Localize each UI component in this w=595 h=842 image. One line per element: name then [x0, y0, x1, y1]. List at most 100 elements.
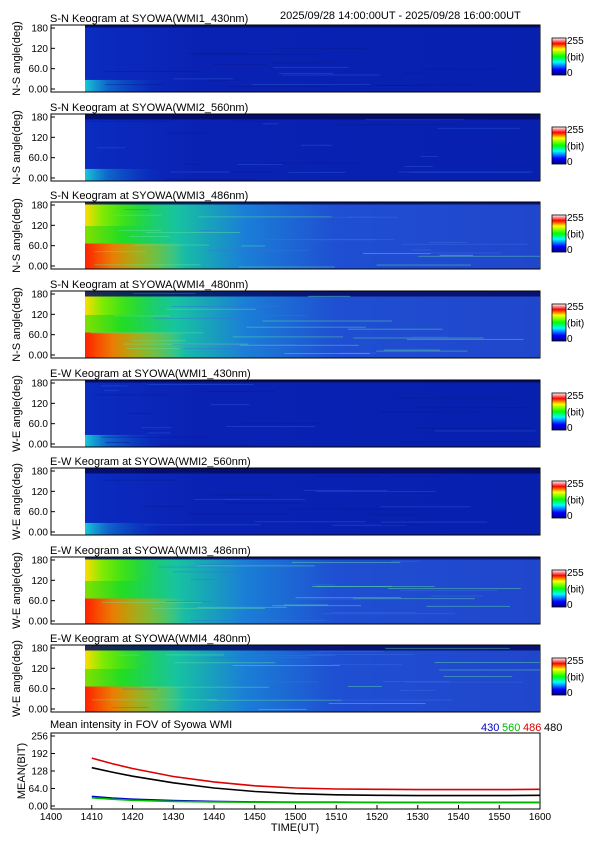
keogram-streak	[124, 209, 150, 210]
keogram-top-glow	[85, 557, 540, 581]
keogram-streak	[376, 350, 468, 352]
keogram-streak	[147, 384, 254, 385]
keogram-streak	[303, 489, 388, 491]
keogram-streak	[404, 166, 433, 167]
keogram-streak	[258, 708, 307, 710]
keogram-ytick-label: 180	[31, 379, 48, 390]
keogram-streak	[169, 472, 208, 474]
keogram-ytick-label: 180	[31, 556, 48, 567]
keogram-streak	[183, 348, 281, 349]
keogram-streak	[402, 243, 528, 245]
keogram-title: E-W Keogram at SYOWA(WMI4_480nm)	[50, 633, 251, 645]
keogram-streak	[104, 84, 164, 86]
keogram-streak	[241, 245, 266, 247]
keogram-streak	[202, 390, 276, 392]
keogram-streak	[288, 171, 346, 173]
keogram-streak	[418, 255, 540, 257]
keogram-streak	[233, 120, 267, 122]
keogram-streak	[117, 654, 140, 656]
keogram-streak	[85, 120, 175, 122]
keogram-streak	[94, 264, 201, 266]
x-tick-label: 1440	[203, 812, 226, 823]
keogram-ytick-label: 120	[31, 664, 48, 675]
keogram-streak	[103, 389, 120, 391]
keogram-streak	[429, 252, 503, 254]
colorbar	[551, 303, 567, 342]
keogram-panel: E-W Keogram at SYOWA(WMI3_486nm)180 120 60…	[11, 545, 584, 629]
keogram-top-band	[85, 380, 540, 383]
keogram-streak	[385, 647, 510, 649]
keogram-title: S-N Keogram at SYOWA(WMI3_486nm)	[50, 190, 248, 202]
keogram-top-band	[85, 468, 540, 474]
keogram-streak	[400, 590, 498, 591]
keogram-streak	[141, 427, 172, 429]
keogram-streak	[434, 662, 540, 663]
keogram-streak	[210, 657, 309, 658]
keogram-ytick-label: 120	[31, 221, 48, 232]
keogram-streak	[420, 27, 470, 28]
keogram-ylabel: W-E angle(deg)	[11, 463, 23, 540]
keogram-streak	[411, 336, 448, 338]
series-line-560	[91, 797, 540, 804]
x-tick-label: 1430	[162, 812, 185, 823]
colorbar-max-label: 255	[567, 36, 584, 47]
keogram-streak	[152, 607, 265, 609]
keogram-ylabel: N-S angle(deg)	[11, 110, 23, 185]
keogram-streak	[190, 619, 326, 621]
keogram-streak	[190, 578, 215, 580]
x-tick-label: 1530	[407, 812, 430, 823]
colorbar-max-label: 255	[567, 656, 584, 667]
keogram-streak	[435, 430, 536, 432]
keogram-streak	[173, 571, 242, 573]
keogram-ytick-label: 180	[31, 290, 48, 301]
keogram-streak	[241, 422, 323, 424]
colorbar-unit-label: (bit)	[567, 585, 584, 596]
colorbar-unit-label: (bit)	[567, 53, 584, 64]
keogram-ytick-label: 60.0	[29, 153, 49, 164]
keogram-panel: E-W Keogram at SYOWA(WMI1_430nm)180 120 60…	[11, 368, 584, 452]
colorbar	[551, 214, 567, 253]
keogram-panel: E-W Keogram at SYOWA(WMI2_560nm)180 120 60…	[11, 456, 584, 540]
colorbar	[551, 37, 567, 76]
keogram-streak	[415, 427, 534, 429]
keogram-ytick-label: 60.0	[29, 419, 49, 430]
keogram-streak	[205, 79, 240, 81]
keogram-ytick-label: 120	[31, 310, 48, 321]
colorbar-unit-label: (bit)	[567, 230, 584, 241]
keogram-streak	[272, 66, 349, 68]
keogram-streak	[363, 252, 431, 254]
keogram-streak	[113, 214, 162, 216]
keogram-streak	[224, 502, 300, 504]
keogram-streak	[263, 162, 361, 164]
keogram-streak	[153, 317, 239, 319]
mean-ytick-label: 256	[31, 732, 48, 743]
colorbar-max-label: 255	[567, 213, 584, 224]
colorbar	[551, 657, 567, 696]
x-tick-label: 1420	[121, 812, 144, 823]
keogram-streak	[166, 132, 207, 134]
keogram-ytick-label: 60.0	[29, 684, 49, 695]
keogram-ylabel: N-S angle(deg)	[11, 21, 23, 96]
keogram-streak	[225, 498, 306, 500]
keogram-ytick-label: 60.0	[29, 241, 49, 252]
x-tick-label: 1410	[81, 812, 104, 823]
keogram-streak	[421, 68, 499, 70]
keogram-title: E-W Keogram at SYOWA(WMI1_430nm)	[50, 368, 251, 380]
keogram-streak	[90, 332, 204, 334]
keogram-streak	[94, 251, 146, 253]
keogram-streak	[92, 699, 218, 701]
keogram-ytick-label: 120	[31, 44, 48, 55]
keogram-streak	[233, 336, 344, 338]
keogram-streak	[309, 654, 415, 656]
keogram-streak	[401, 441, 532, 443]
keogram-streak	[311, 586, 435, 588]
keogram-streak	[238, 266, 335, 268]
keogram-panel: E-W Keogram at SYOWA(WMI4_480nm)180 120 60…	[11, 633, 584, 717]
keogram-streak	[127, 348, 180, 350]
keogram-streak	[365, 119, 465, 121]
keogram-streak	[278, 72, 334, 74]
keogram-streak	[381, 524, 421, 526]
x-tick-label: 1500	[284, 812, 307, 823]
keogram-streak	[101, 601, 202, 603]
keogram-ytick-label: 120	[31, 133, 48, 144]
